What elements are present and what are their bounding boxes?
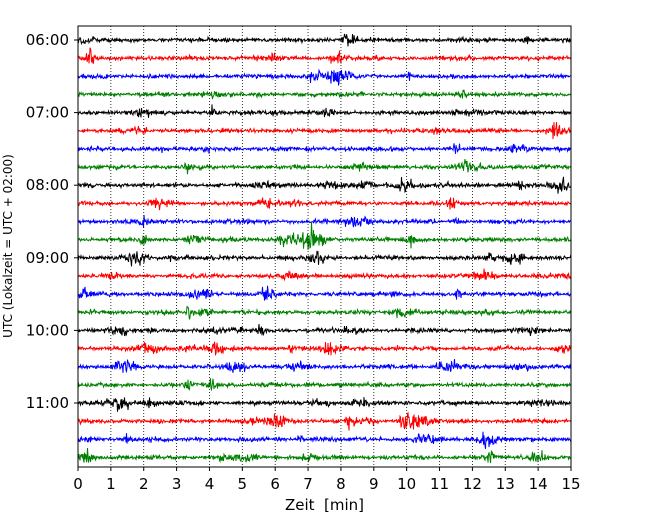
trace-row-11 <box>77 214 572 228</box>
trace-row-7 <box>77 143 572 154</box>
trace-row-17 <box>77 323 572 337</box>
x-tick-label-5: 5 <box>238 475 248 493</box>
x-axis-title: Zeit [min] <box>285 496 364 514</box>
trace-row-22 <box>77 411 572 431</box>
x-tick-label-15: 15 <box>561 475 580 493</box>
x-tick-label-8: 8 <box>336 475 346 493</box>
x-tick-label-3: 3 <box>172 475 182 493</box>
trace-row-20 <box>77 378 572 392</box>
x-tick-label-14: 14 <box>529 475 548 493</box>
trace-row-15 <box>77 285 572 301</box>
trace-row-5 <box>77 104 572 118</box>
x-tick-label-0: 0 <box>73 475 83 493</box>
trace-row-18 <box>77 341 572 357</box>
y-tick-label-5: 11:00 <box>26 394 69 412</box>
trace-row-21 <box>77 397 572 412</box>
x-tick-label-4: 4 <box>205 475 215 493</box>
x-tick-label-9: 9 <box>369 475 379 493</box>
y-tick-label-1: 07:00 <box>26 104 69 122</box>
trace-row-24 <box>77 447 571 464</box>
trace-row-1 <box>77 33 572 47</box>
x-tick-label-6: 6 <box>270 475 280 493</box>
x-tick-label-1: 1 <box>106 475 116 493</box>
y-tick-label-0: 06:00 <box>26 31 69 49</box>
trace-row-14 <box>77 268 572 282</box>
plot-frame <box>77 25 572 468</box>
trace-layer <box>77 33 572 464</box>
x-tick-label-10: 10 <box>397 475 416 493</box>
trace-row-10 <box>77 197 572 211</box>
trace-row-13 <box>77 250 572 267</box>
x-tick-label-2: 2 <box>139 475 149 493</box>
trace-row-2 <box>77 47 572 64</box>
y-axis-title: UTC (Lokalzeit = UTC + 02:00) <box>1 154 15 338</box>
trace-row-23 <box>77 431 572 449</box>
trace-row-3 <box>78 68 572 86</box>
trace-row-19 <box>77 359 572 374</box>
y-tick-label-2: 08:00 <box>26 176 69 194</box>
x-tick-label-12: 12 <box>463 475 482 493</box>
x-tick-label-7: 7 <box>303 475 313 493</box>
trace-row-9 <box>77 176 572 194</box>
x-tick-label-13: 13 <box>496 475 515 493</box>
x-tick-label-11: 11 <box>430 475 449 493</box>
y-tick-label-3: 09:00 <box>26 249 69 267</box>
x-axis: 0 1 2 3 4 5 6 7 8 9 10 11 12 13 14 15 <box>73 467 581 493</box>
trace-row-8 <box>77 159 572 175</box>
trace-row-16 <box>77 305 572 320</box>
y-tick-label-4: 10:00 <box>26 321 69 339</box>
y-axis: 06:00 07:00 08:00 09:00 10:00 11:00 <box>26 31 78 412</box>
trace-row-6 <box>77 122 572 140</box>
trace-row-12 <box>77 221 572 250</box>
trace-row-4 <box>77 89 572 100</box>
